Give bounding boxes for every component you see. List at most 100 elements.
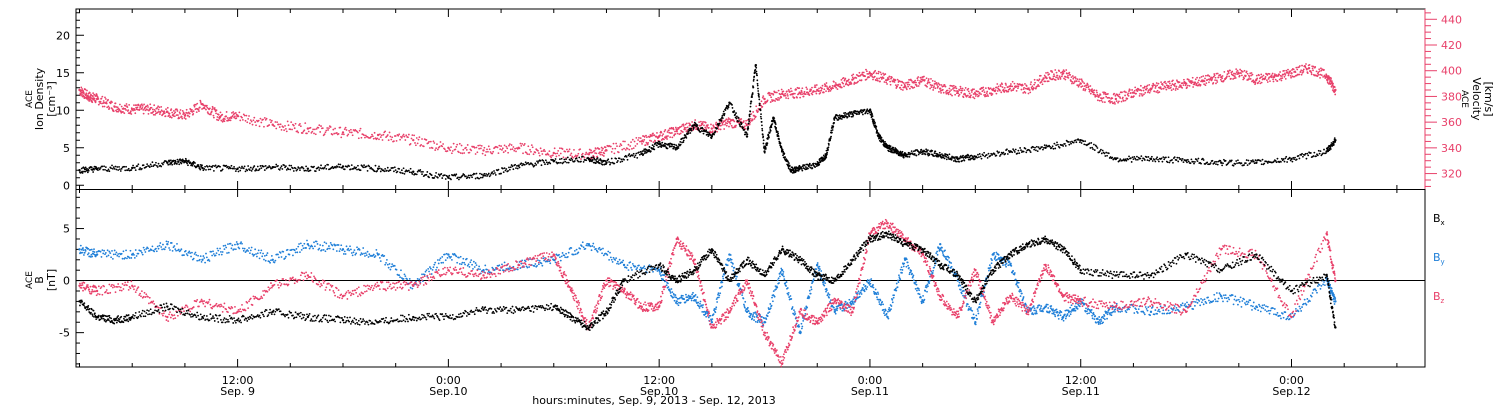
velocity-point: [1169, 86, 1172, 89]
density-point: [450, 178, 452, 181]
density-point: [1166, 161, 1169, 164]
density-point: [1318, 152, 1321, 155]
density-point: [497, 168, 500, 171]
density-point: [757, 93, 760, 96]
density-point: [292, 167, 294, 170]
velocity-point: [986, 90, 989, 93]
velocity-point: [1316, 75, 1319, 78]
velocity-point: [1052, 77, 1054, 80]
velocity-point: [303, 129, 306, 132]
density-point: [866, 112, 869, 115]
velocity-point: [381, 139, 384, 141]
velocity-point: [538, 154, 541, 157]
velocity-point: [740, 118, 743, 120]
density-point: [484, 174, 487, 177]
velocity-point: [248, 122, 251, 125]
velocity-point: [1148, 83, 1151, 86]
velocity-point: [1084, 88, 1087, 91]
velocity-point: [834, 82, 837, 84]
velocity-point: [1139, 84, 1142, 87]
velocity-point: [1071, 81, 1074, 83]
velocity-point: [1322, 75, 1325, 78]
density-point: [760, 121, 763, 123]
velocity-point: [144, 109, 147, 112]
density-point: [441, 177, 444, 179]
velocity-point: [959, 85, 962, 88]
velocity-point: [1331, 89, 1334, 92]
velocity-point: [1103, 101, 1106, 104]
velocity-point: [1269, 80, 1271, 82]
velocity-point: [1208, 81, 1210, 84]
velocity-point: [774, 100, 776, 102]
velocity-point: [689, 124, 692, 127]
density-point: [539, 159, 542, 162]
velocity-point: [785, 97, 787, 99]
density-point: [701, 127, 704, 130]
density-point: [200, 165, 203, 168]
velocity-point: [479, 144, 481, 147]
velocity-point: [576, 154, 579, 157]
velocity-point: [108, 107, 111, 109]
velocity-point: [955, 87, 958, 90]
velocity-point: [586, 153, 589, 155]
density-point: [533, 164, 536, 167]
density-point: [673, 143, 676, 146]
density-point: [103, 165, 106, 168]
density-point: [274, 166, 277, 169]
velocity-point: [118, 108, 121, 111]
velocity-point: [90, 99, 93, 102]
velocity-point: [828, 88, 831, 91]
velocity-point: [380, 134, 383, 137]
velocity-point: [401, 135, 404, 137]
velocity-point: [1120, 100, 1123, 103]
velocity-point: [1264, 75, 1267, 78]
velocity-point: [916, 79, 919, 82]
velocity-point: [341, 133, 344, 136]
velocity-point: [1046, 71, 1049, 74]
velocity-point: [1259, 82, 1262, 85]
velocity-point: [908, 78, 910, 81]
density-point: [290, 164, 293, 167]
velocity-point: [523, 142, 526, 145]
density-point: [1215, 163, 1217, 166]
density-point: [1002, 151, 1005, 154]
density-point: [384, 168, 387, 170]
density-point: [505, 168, 508, 170]
velocity-point: [796, 96, 798, 99]
density-point: [296, 168, 299, 171]
velocity-point: [1078, 78, 1081, 81]
velocity-point: [164, 115, 167, 118]
density-point: [925, 148, 928, 151]
velocity-point: [1080, 86, 1083, 88]
density-point: [641, 152, 643, 155]
velocity-point: [1271, 72, 1274, 75]
velocity-point: [900, 84, 903, 87]
velocity-point: [253, 116, 256, 119]
density-point: [487, 172, 490, 175]
velocity-point: [772, 93, 775, 96]
velocity-point: [92, 92, 95, 95]
velocity-point: [431, 147, 434, 150]
velocity-point: [1194, 81, 1197, 84]
velocity-point: [223, 120, 226, 123]
density-point: [1236, 162, 1238, 165]
density-point: [943, 157, 946, 160]
density-point: [616, 161, 618, 164]
density-point: [1042, 148, 1044, 151]
by-point: [177, 248, 180, 251]
velocity-point: [1307, 66, 1311, 70]
density-point: [838, 114, 841, 117]
velocity-point: [1260, 81, 1263, 84]
density-point: [727, 106, 730, 109]
velocity-point: [917, 76, 920, 78]
velocity-point: [485, 150, 488, 153]
velocity-point: [810, 88, 812, 91]
velocity-point: [328, 127, 330, 129]
density-point: [209, 168, 212, 171]
by-point: [93, 251, 96, 253]
velocity-point: [141, 104, 144, 107]
velocity-point: [452, 142, 455, 145]
velocity-point: [334, 127, 336, 130]
density-point: [433, 176, 436, 179]
velocity-point: [465, 146, 467, 149]
